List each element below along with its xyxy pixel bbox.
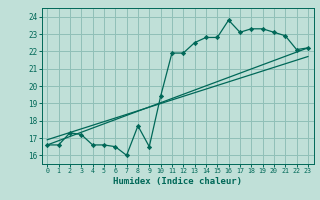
X-axis label: Humidex (Indice chaleur): Humidex (Indice chaleur) bbox=[113, 177, 242, 186]
